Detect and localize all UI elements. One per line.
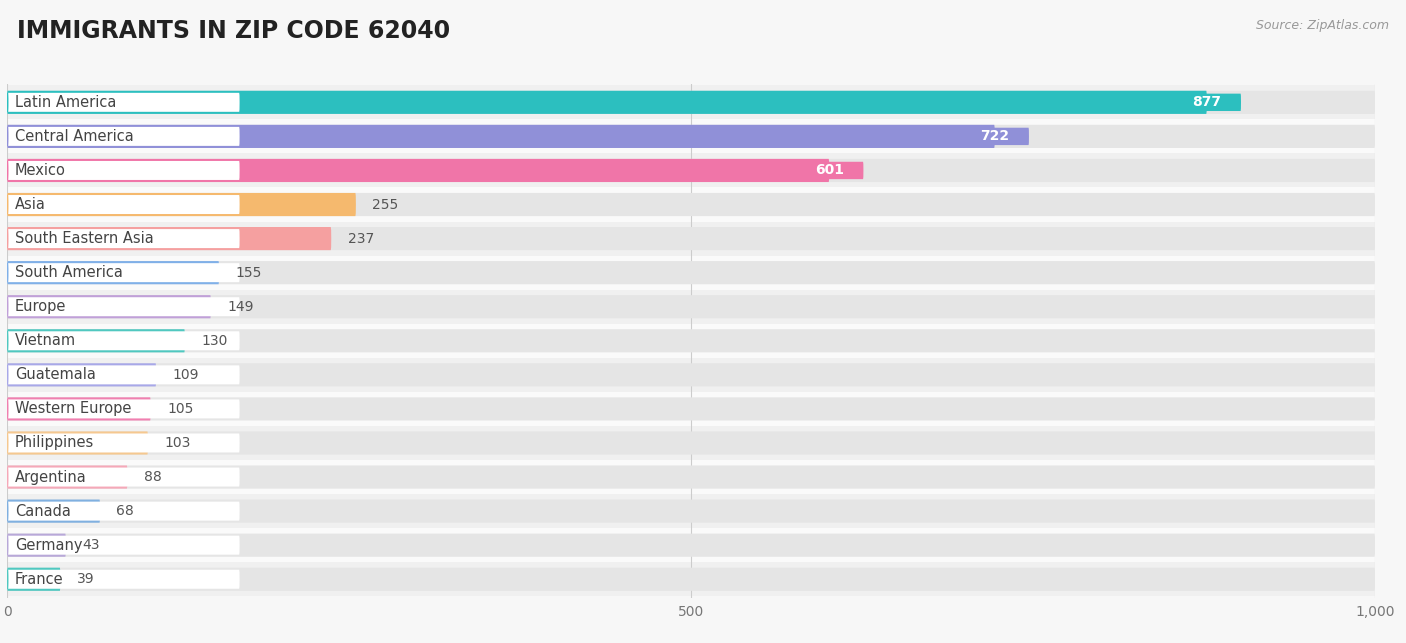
Bar — [0, 426, 1402, 460]
FancyBboxPatch shape — [7, 365, 239, 385]
Text: 130: 130 — [201, 334, 228, 348]
FancyBboxPatch shape — [7, 331, 239, 350]
FancyBboxPatch shape — [7, 534, 66, 557]
FancyBboxPatch shape — [7, 568, 1375, 591]
FancyBboxPatch shape — [7, 93, 239, 112]
Text: Mexico: Mexico — [14, 163, 66, 178]
FancyBboxPatch shape — [7, 363, 156, 386]
FancyBboxPatch shape — [7, 193, 1375, 216]
FancyBboxPatch shape — [7, 329, 184, 352]
Bar — [0, 562, 1402, 596]
FancyBboxPatch shape — [7, 397, 150, 421]
FancyBboxPatch shape — [7, 295, 1375, 318]
FancyBboxPatch shape — [794, 162, 863, 179]
FancyBboxPatch shape — [7, 227, 1375, 250]
FancyBboxPatch shape — [7, 568, 60, 591]
Bar — [0, 256, 1402, 290]
FancyBboxPatch shape — [7, 570, 239, 589]
Bar — [0, 120, 1402, 154]
Bar — [0, 494, 1402, 528]
FancyBboxPatch shape — [7, 127, 239, 146]
FancyBboxPatch shape — [7, 261, 219, 284]
Bar — [0, 222, 1402, 256]
FancyBboxPatch shape — [7, 229, 239, 248]
Text: 103: 103 — [165, 436, 191, 450]
Text: Western Europe: Western Europe — [14, 401, 131, 417]
FancyBboxPatch shape — [7, 500, 100, 523]
Text: 68: 68 — [117, 504, 134, 518]
Text: Guatemala: Guatemala — [14, 367, 96, 383]
Text: 88: 88 — [143, 470, 162, 484]
Text: Argentina: Argentina — [14, 469, 86, 485]
FancyBboxPatch shape — [7, 227, 332, 250]
Text: Asia: Asia — [14, 197, 45, 212]
Bar — [0, 358, 1402, 392]
Text: 105: 105 — [167, 402, 194, 416]
FancyBboxPatch shape — [7, 261, 1375, 284]
Text: 109: 109 — [173, 368, 200, 382]
Bar — [0, 154, 1402, 188]
FancyBboxPatch shape — [7, 397, 1375, 421]
Text: 255: 255 — [373, 197, 398, 212]
Bar — [0, 460, 1402, 494]
Text: 601: 601 — [814, 163, 844, 177]
Text: Philippines: Philippines — [14, 435, 94, 451]
FancyBboxPatch shape — [7, 433, 239, 453]
FancyBboxPatch shape — [7, 399, 239, 419]
FancyBboxPatch shape — [7, 159, 830, 182]
Text: 237: 237 — [347, 231, 374, 246]
Text: 43: 43 — [83, 538, 100, 552]
FancyBboxPatch shape — [7, 295, 211, 318]
Bar — [0, 86, 1402, 120]
Text: Europe: Europe — [14, 299, 66, 314]
FancyBboxPatch shape — [7, 263, 239, 282]
FancyBboxPatch shape — [960, 128, 1029, 145]
FancyBboxPatch shape — [7, 125, 995, 148]
FancyBboxPatch shape — [7, 125, 1375, 148]
FancyBboxPatch shape — [7, 502, 239, 521]
Bar — [0, 528, 1402, 562]
FancyBboxPatch shape — [7, 431, 1375, 455]
FancyBboxPatch shape — [7, 195, 239, 214]
FancyBboxPatch shape — [7, 91, 1206, 114]
Text: 149: 149 — [228, 300, 254, 314]
Text: 39: 39 — [77, 572, 94, 586]
FancyBboxPatch shape — [7, 159, 1375, 182]
Text: 155: 155 — [235, 266, 262, 280]
Text: Latin America: Latin America — [14, 95, 117, 110]
FancyBboxPatch shape — [7, 466, 1375, 489]
FancyBboxPatch shape — [7, 431, 148, 455]
Text: Source: ZipAtlas.com: Source: ZipAtlas.com — [1256, 19, 1389, 32]
FancyBboxPatch shape — [7, 161, 239, 180]
Text: Germany: Germany — [14, 538, 82, 553]
Text: 722: 722 — [980, 129, 1010, 143]
FancyBboxPatch shape — [7, 534, 1375, 557]
FancyBboxPatch shape — [7, 193, 356, 216]
FancyBboxPatch shape — [7, 297, 239, 316]
Text: IMMIGRANTS IN ZIP CODE 62040: IMMIGRANTS IN ZIP CODE 62040 — [17, 19, 450, 43]
Text: South Eastern Asia: South Eastern Asia — [14, 231, 153, 246]
Text: Vietnam: Vietnam — [14, 333, 76, 349]
Text: Central America: Central America — [14, 129, 134, 144]
Text: 877: 877 — [1192, 95, 1222, 109]
Text: Canada: Canada — [14, 503, 70, 519]
FancyBboxPatch shape — [1173, 94, 1241, 111]
FancyBboxPatch shape — [7, 363, 1375, 386]
FancyBboxPatch shape — [7, 500, 1375, 523]
Text: South America: South America — [14, 265, 122, 280]
Text: France: France — [14, 572, 63, 587]
FancyBboxPatch shape — [7, 467, 239, 487]
Bar — [0, 290, 1402, 324]
Bar — [0, 324, 1402, 358]
FancyBboxPatch shape — [7, 329, 1375, 352]
FancyBboxPatch shape — [7, 91, 1375, 114]
FancyBboxPatch shape — [7, 536, 239, 555]
Bar — [0, 188, 1402, 222]
Bar — [0, 392, 1402, 426]
FancyBboxPatch shape — [7, 466, 128, 489]
